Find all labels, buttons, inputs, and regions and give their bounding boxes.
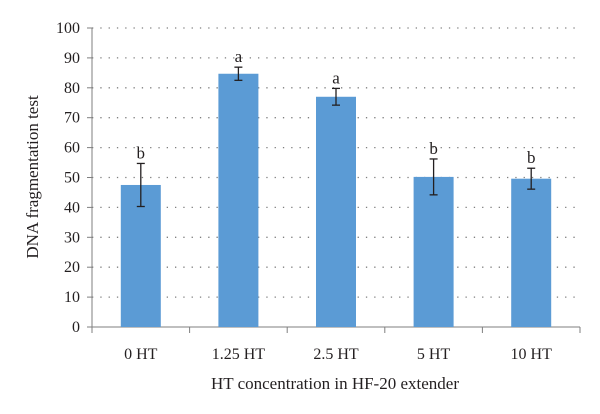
y-tick-label: 90 (64, 50, 80, 67)
x-tick-labels: 0 HT 1.25 HT 2.5 HT 5 HT 10 HT (124, 346, 552, 363)
y-tick-label: 40 (64, 199, 80, 216)
error-bars (136, 66, 536, 208)
y-tick-label: 50 (64, 170, 80, 187)
y-axis-title: DNA fragmentation test (23, 95, 42, 259)
significance-letter: b (527, 148, 536, 167)
x-tick-label: 10 HT (511, 346, 553, 363)
y-tick-labels: 0 10 20 30 40 50 60 70 80 90 100 (56, 20, 80, 336)
axes (87, 27, 581, 333)
x-axis-title: HT concentration in HF-20 extender (211, 374, 459, 393)
y-tick-label: 100 (56, 20, 80, 37)
y-tick-label: 60 (64, 140, 80, 157)
y-tick-label: 80 (64, 80, 80, 97)
y-tick-label: 30 (64, 229, 80, 246)
x-tick-label: 0 HT (124, 346, 158, 363)
significance-letter: a (332, 68, 340, 87)
y-tick-label: 20 (64, 259, 80, 276)
bar-2_5-ht (316, 96, 356, 328)
bar-1_25-ht (218, 73, 259, 327)
y-tick-label: 0 (72, 319, 80, 336)
bar-0-ht (120, 184, 161, 327)
bars (120, 73, 552, 328)
bar-5-ht (413, 176, 454, 327)
x-tick-label: 5 HT (417, 346, 451, 363)
y-tick-label: 70 (64, 110, 80, 127)
significance-letter: a (235, 47, 243, 66)
y-tick-label: 10 (64, 289, 80, 306)
x-tick-label: 1.25 HT (212, 346, 266, 363)
bar-10-ht (511, 178, 552, 327)
significance-letters: b a a b b (137, 47, 536, 167)
significance-letter: b (429, 139, 438, 158)
significance-letter: b (137, 143, 146, 162)
x-tick-label: 2.5 HT (313, 346, 359, 363)
